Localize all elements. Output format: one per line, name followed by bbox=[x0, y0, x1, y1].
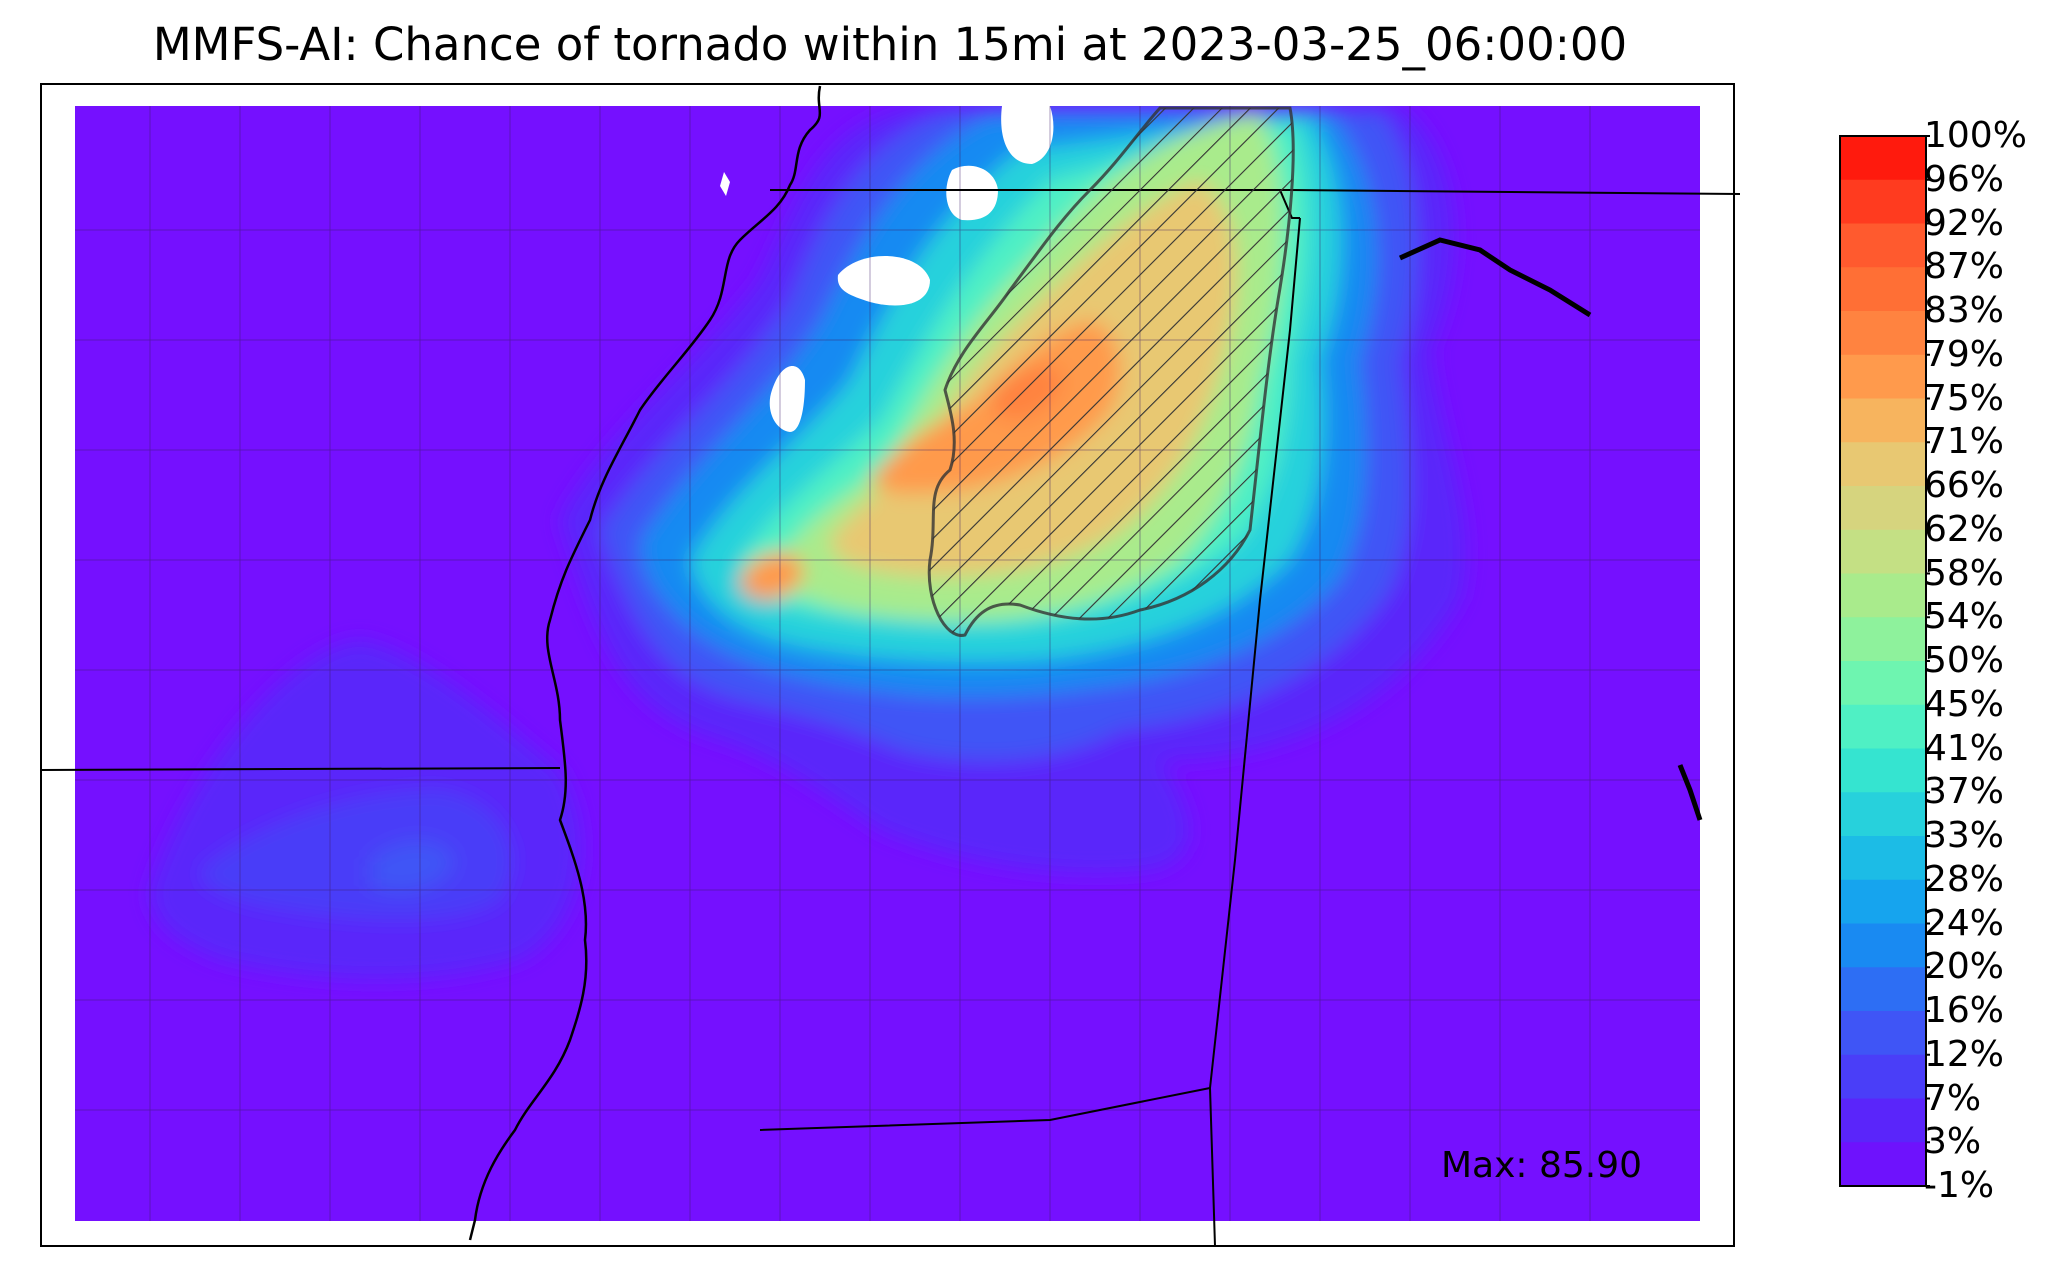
colorbar-tick-label: 16% bbox=[1924, 990, 2005, 1031]
hatched-high-risk-area bbox=[927, 106, 1295, 637]
missing-area-1 bbox=[1001, 106, 1054, 164]
colorbar-tick-label: 54% bbox=[1924, 596, 2005, 638]
contour-7pct-sw bbox=[200, 790, 512, 920]
colorbar-segments bbox=[1840, 136, 1926, 1187]
colorbar bbox=[1839, 135, 1930, 1187]
state-line-west bbox=[40, 767, 561, 771]
colorbar-segment bbox=[1840, 179, 1926, 224]
colorbar-tick-label: 75% bbox=[1924, 377, 2005, 419]
colorbar-segment bbox=[1840, 529, 1926, 574]
colorbar-tick-label: 33% bbox=[1924, 815, 2005, 856]
missing-area-3 bbox=[837, 256, 930, 306]
colorbar-tick-label: 45% bbox=[1924, 683, 2005, 725]
colorbar-segment bbox=[1840, 617, 1926, 662]
colorbar-tick-label: 66% bbox=[1924, 465, 2005, 506]
colorbar-segment bbox=[1840, 354, 1926, 399]
colorbar-tick-label: 79% bbox=[1924, 333, 2005, 375]
contour-12pct-sw bbox=[370, 841, 455, 892]
colorbar-tick-label: 28% bbox=[1924, 858, 2005, 900]
colorbar-tick-label: 50% bbox=[1924, 640, 2005, 681]
colorbar-segment bbox=[1840, 748, 1926, 793]
colorbar-tick-label: 62% bbox=[1924, 508, 2005, 550]
colorbar-segment bbox=[1840, 267, 1926, 312]
colorbar-tick-label: 83% bbox=[1924, 290, 2005, 331]
colorbar-tick-label: 100% bbox=[1924, 115, 2027, 156]
probability-field bbox=[75, 106, 1700, 1221]
colorbar-tick-label: 41% bbox=[1924, 727, 2005, 769]
colorbar-tick-label: 58% bbox=[1924, 552, 2005, 594]
colorbar-segment bbox=[1840, 923, 1926, 968]
colorbar-segment bbox=[1840, 879, 1926, 924]
colorbar-segment bbox=[1840, 1098, 1926, 1143]
colorbar-tick-label: 37% bbox=[1924, 771, 2005, 813]
county-lines bbox=[75, 106, 1700, 1221]
colorbar-tick-label: 24% bbox=[1924, 902, 2005, 944]
colorbar-tick-label: -1% bbox=[1924, 1165, 1995, 1206]
colorbar-segment bbox=[1840, 792, 1926, 837]
colorbar-segment bbox=[1840, 442, 1926, 487]
colorbar-segment bbox=[1840, 136, 1926, 181]
colorbar-segment bbox=[1840, 836, 1926, 881]
colorbar-segment bbox=[1840, 967, 1926, 1012]
max-value-label: Max: 85.90 bbox=[1441, 1145, 1643, 1186]
colorbar-tick-label: 92% bbox=[1924, 202, 2005, 244]
colorbar-segment bbox=[1840, 486, 1926, 531]
river-northeast bbox=[1398, 237, 1592, 318]
missing-area-4 bbox=[769, 366, 805, 432]
state-line-south bbox=[759, 1087, 1211, 1131]
colorbar-tick-label: 20% bbox=[1924, 946, 2005, 988]
missing-area-5 bbox=[720, 172, 730, 196]
colorbar-segment bbox=[1840, 311, 1926, 356]
colorbar-segment bbox=[1840, 661, 1926, 706]
map-title: MMFS-AI: Chance of tornado within 15mi a… bbox=[152, 18, 1628, 71]
colorbar-tick-label: 3% bbox=[1924, 1121, 1982, 1163]
colorbar-tick-label: 71% bbox=[1924, 421, 2005, 463]
colorbar-tick-label: 7% bbox=[1924, 1077, 1982, 1119]
colorbar-segment bbox=[1840, 1142, 1926, 1187]
colorbar-tick-label: 12% bbox=[1924, 1033, 2005, 1075]
colorbar-segment bbox=[1840, 573, 1926, 618]
colorbar-tick-label: 96% bbox=[1924, 158, 2005, 200]
colorbar-segment bbox=[1840, 1011, 1926, 1056]
colorbar-segment bbox=[1840, 704, 1926, 749]
mississippi-river bbox=[468, 85, 822, 1241]
river-east bbox=[1677, 764, 1703, 821]
colorbar-segment bbox=[1840, 223, 1926, 268]
colorbar-segment bbox=[1840, 398, 1926, 443]
missing-area-2 bbox=[946, 165, 998, 221]
colorbar-segment bbox=[1840, 1054, 1926, 1099]
colorbar-tick-label: 87% bbox=[1924, 246, 2005, 288]
contour-79pct-west bbox=[739, 552, 803, 600]
state-line-east bbox=[1208, 217, 1301, 1247]
